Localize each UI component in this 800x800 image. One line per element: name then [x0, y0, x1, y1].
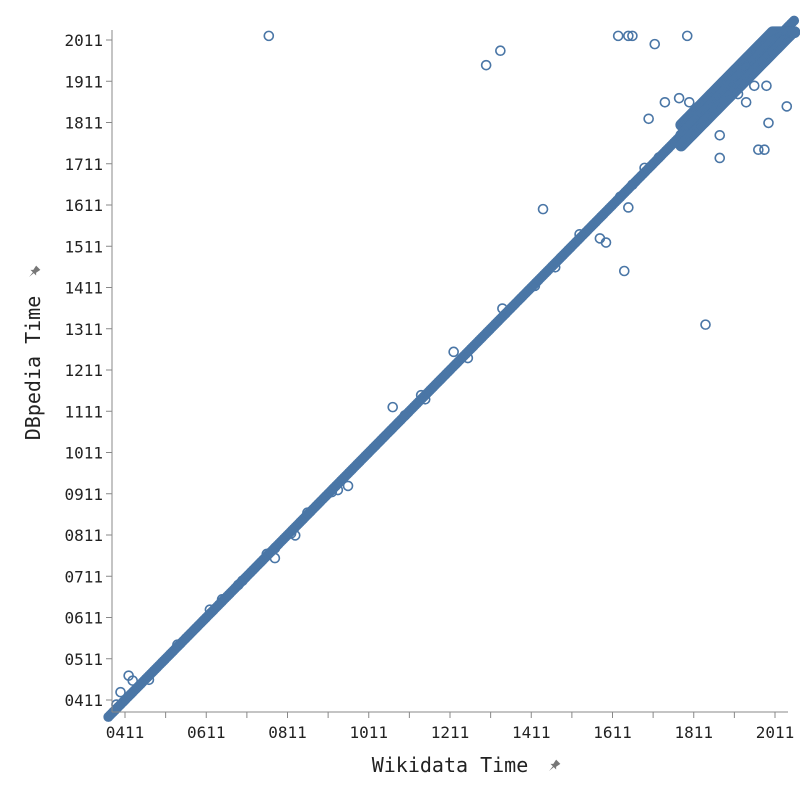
scatter-point: [694, 121, 705, 133]
scatter-point: [332, 484, 344, 496]
scatter-point: [549, 261, 561, 273]
y-axis-title: DBpedia Time: [21, 296, 45, 441]
scatter-point: [761, 80, 772, 92]
scatter-point: [612, 30, 624, 42]
scatter-point: [574, 228, 585, 240]
y-tick-label: 0511: [64, 650, 103, 669]
scatter-point: [326, 486, 338, 498]
scatter-point: [643, 113, 654, 125]
x-tick-label: 1811: [674, 723, 713, 742]
y-tick-label: 0411: [64, 691, 103, 710]
y-tick-label: 1811: [64, 114, 103, 133]
scatter-point: [714, 129, 726, 141]
y-tick-label: 1211: [64, 361, 103, 380]
y-tick-label: 2011: [64, 31, 103, 50]
scatter-point: [627, 30, 638, 42]
scatter-point: [342, 480, 354, 492]
scatter-point: [285, 528, 297, 539]
scatter-point: [123, 670, 134, 681]
y-tick-label: 1911: [64, 72, 103, 91]
y-tick-label: 1611: [64, 196, 103, 215]
scatter-point: [537, 203, 549, 215]
scatter-point: [529, 280, 541, 292]
scatter-point: [594, 233, 606, 244]
scatter-point: [495, 45, 506, 57]
dense-cluster-point: [788, 26, 800, 38]
scatter-point: [269, 552, 281, 564]
diagonal-band: [103, 15, 800, 722]
scatter-point: [639, 162, 650, 174]
scatter-point: [653, 152, 665, 163]
scatter-point: [759, 144, 770, 156]
x-tick-label: 0611: [187, 723, 226, 742]
y-axis: 0411 0511 0611 0711 0811 0911 1011 1111 1211 1311…: [64, 31, 112, 710]
scatter-point: [681, 30, 693, 42]
scatter-point: [269, 542, 281, 554]
x-axis-title: Wikidata Time: [372, 753, 529, 777]
scatter-point: [387, 401, 399, 413]
scatter-point: [216, 594, 228, 605]
scatter-point: [263, 30, 275, 42]
x-tick-label: 1011: [349, 723, 388, 742]
scatter-point: [115, 686, 126, 698]
scatter-point: [415, 389, 427, 401]
scatter-point: [623, 202, 634, 213]
scatter-point: [763, 117, 774, 129]
scatter-point: [172, 639, 183, 651]
scatter-point: [614, 191, 626, 203]
scatter-point: [233, 579, 244, 591]
y-pin-icon: [29, 265, 41, 277]
scatter-point: [480, 59, 492, 71]
scatter-point: [700, 319, 711, 330]
scatter-point: [618, 265, 630, 277]
scatter-point: [627, 179, 638, 191]
scatter-point: [462, 352, 474, 364]
x-tick-label: 2011: [756, 723, 795, 742]
y-tick-label: 1111: [64, 402, 103, 421]
scatter-point: [448, 346, 459, 358]
scatter-point: [740, 96, 752, 108]
scatter-point: [399, 410, 411, 421]
scatter-point: [781, 101, 793, 112]
scatter-point: [649, 38, 661, 50]
y-tick-label: 0811: [64, 526, 103, 545]
scatter-point: [732, 88, 744, 100]
y-tick-label: 1511: [64, 237, 103, 256]
scatter-point: [753, 144, 764, 156]
scatter-point: [623, 30, 634, 42]
scatter-point: [143, 674, 155, 686]
x-axis: 0411 0611 0811 1011 1211 1411 1611 1811 2011: [106, 712, 795, 742]
y-tick-label: 1711: [64, 155, 103, 174]
scatter-points: [111, 30, 793, 710]
scatter-point: [204, 604, 216, 615]
y-tick-label: 1311: [64, 320, 103, 339]
scatter-point: [659, 96, 671, 108]
x-tick-label: 0811: [268, 723, 307, 742]
diagonal-point: [789, 15, 800, 26]
y-tick-label: 0911: [64, 485, 103, 504]
x-pin-icon: [549, 759, 561, 771]
scatter-point: [497, 303, 508, 314]
x-tick-label: 1211: [431, 723, 470, 742]
scatter-point: [738, 59, 750, 71]
scatter-point: [748, 80, 760, 92]
y-tick-label: 1411: [64, 279, 103, 298]
x-tick-label: 0411: [106, 723, 145, 742]
scatter-point: [673, 92, 685, 104]
scatter-point: [714, 152, 726, 164]
y-tick-label: 0711: [64, 567, 103, 586]
scatter-point: [683, 96, 695, 108]
x-tick-label: 1611: [593, 723, 632, 742]
x-tick-label: 1411: [512, 723, 551, 742]
y-tick-label: 1011: [64, 444, 103, 463]
scatter-point: [726, 80, 738, 92]
y-tick-label: 0611: [64, 609, 103, 628]
scatter-point: [302, 507, 313, 519]
scatter-point: [261, 548, 273, 560]
